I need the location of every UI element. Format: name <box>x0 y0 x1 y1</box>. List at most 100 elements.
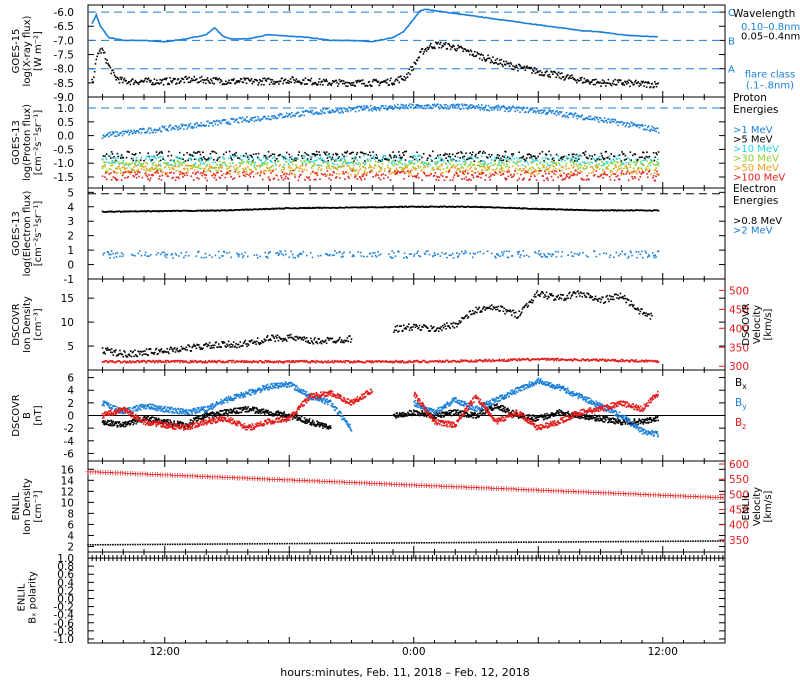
data-point <box>593 119 596 121</box>
data-point <box>370 166 373 168</box>
data-point <box>544 109 546 112</box>
data-point <box>410 162 413 165</box>
data-point <box>597 209 599 211</box>
data-point <box>222 161 225 164</box>
data-point <box>373 206 376 208</box>
data-point <box>363 105 365 107</box>
data-point <box>342 171 345 173</box>
data-point <box>518 151 520 154</box>
data-point <box>440 174 442 176</box>
data-point <box>499 108 501 111</box>
data-point <box>335 176 338 178</box>
data-point <box>376 155 379 158</box>
data-point <box>565 162 568 165</box>
data-point <box>115 349 117 351</box>
data-point <box>524 160 526 163</box>
data-point <box>394 255 397 257</box>
data-point <box>238 165 241 168</box>
data-point <box>437 168 440 171</box>
data-point <box>577 79 580 82</box>
data-point <box>615 83 618 86</box>
data-point <box>155 151 158 153</box>
data-point <box>161 171 164 174</box>
data-point <box>492 56 494 59</box>
data-point <box>356 81 358 84</box>
data-point <box>606 209 608 212</box>
data-point <box>477 53 479 55</box>
data-point <box>235 164 237 167</box>
data-point <box>171 177 174 180</box>
data-point <box>371 85 373 87</box>
data-point <box>466 104 468 107</box>
data-point <box>289 169 291 172</box>
data-point <box>344 207 346 209</box>
data-point <box>329 110 331 112</box>
data-point <box>327 111 330 113</box>
data-point <box>314 163 316 166</box>
data-point <box>385 206 388 208</box>
data-point <box>424 107 427 110</box>
data-point <box>396 172 398 174</box>
data-point <box>92 81 94 83</box>
data-point <box>189 167 192 170</box>
data-point <box>345 170 348 173</box>
data-point <box>131 351 134 354</box>
data-point <box>404 205 407 208</box>
data-point <box>326 107 329 110</box>
data-point <box>124 211 126 213</box>
data-point <box>234 154 237 157</box>
data-point <box>131 168 134 171</box>
data-point <box>232 178 234 181</box>
data-point <box>368 80 371 83</box>
data-point <box>154 171 157 174</box>
data-point <box>537 70 539 73</box>
data-point <box>124 130 126 133</box>
data-point <box>503 170 506 173</box>
data-point <box>189 210 192 212</box>
data-point <box>256 208 259 211</box>
data-point <box>333 163 335 165</box>
data-point <box>494 59 497 62</box>
data-point <box>211 82 214 84</box>
data-point <box>363 173 365 175</box>
data-point <box>620 121 623 123</box>
data-point <box>600 82 603 85</box>
data-point <box>526 107 529 109</box>
data-point <box>393 107 395 110</box>
data-point <box>120 131 123 134</box>
data-point <box>450 166 452 169</box>
data-point <box>615 210 618 212</box>
data-point <box>539 169 542 172</box>
data-point <box>471 151 474 154</box>
data-point <box>486 166 489 168</box>
data-point <box>476 156 479 159</box>
data-point <box>373 164 376 166</box>
data-point <box>285 81 288 84</box>
data-point <box>356 173 359 176</box>
data-point <box>180 162 183 165</box>
data-point <box>229 209 232 212</box>
data-point <box>270 169 272 172</box>
data-point <box>198 124 201 126</box>
data-point <box>528 171 530 174</box>
data-point <box>418 158 421 161</box>
data-point <box>107 64 110 66</box>
data-point <box>273 208 276 210</box>
data-point <box>145 167 148 170</box>
data-point <box>247 209 250 211</box>
data-point <box>352 108 354 110</box>
data-point <box>534 208 536 210</box>
data-point <box>283 116 286 118</box>
data-point <box>237 121 239 124</box>
data-point <box>296 81 298 83</box>
data-point <box>547 111 550 114</box>
data-point <box>396 79 399 82</box>
data-point <box>298 207 301 210</box>
data-point <box>624 125 627 128</box>
data-point <box>533 173 535 176</box>
data-point <box>616 209 618 212</box>
data-point <box>465 251 467 254</box>
data-point <box>298 151 301 153</box>
data-point <box>308 206 310 209</box>
data-point <box>461 205 464 208</box>
